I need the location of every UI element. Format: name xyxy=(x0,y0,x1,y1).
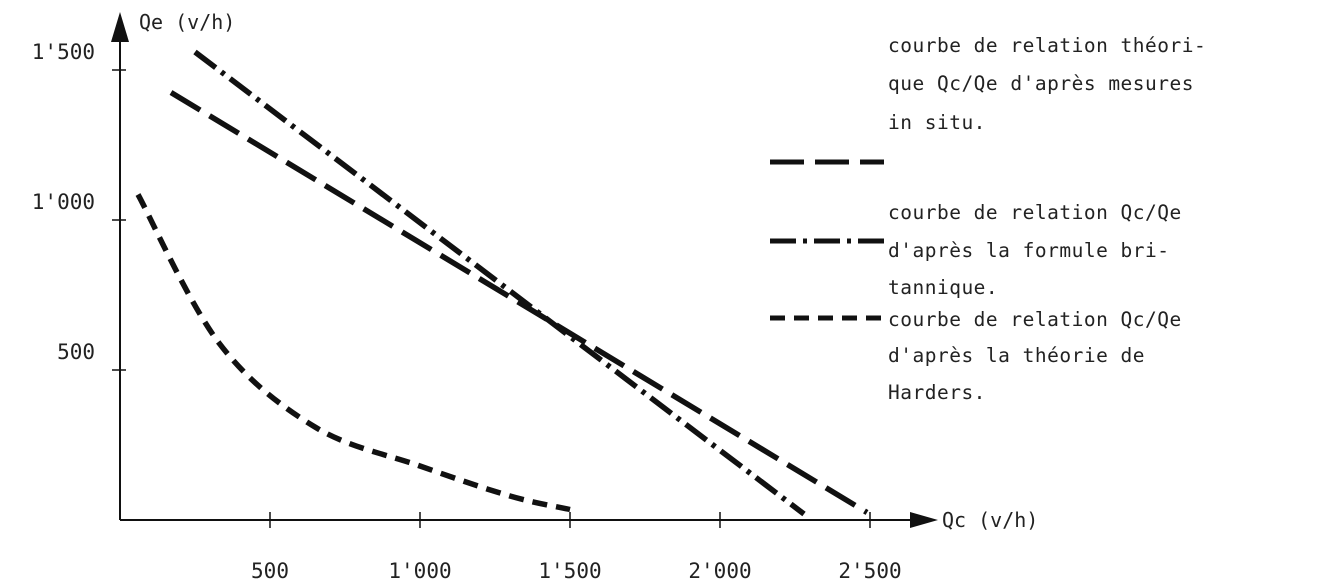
y-tick-label: 500 xyxy=(57,340,95,364)
legend-label: d'après la théorie de xyxy=(888,344,1145,367)
legend-label: courbe de relation Qc/Qe xyxy=(888,201,1182,224)
x-tick-label: 1'000 xyxy=(388,559,451,583)
x-axis-label: Qc (v/h) xyxy=(942,508,1038,532)
legend-label: d'après la formule bri- xyxy=(888,239,1170,262)
y-axis-label: Qe (v/h) xyxy=(139,10,235,34)
x-tick-label: 1'500 xyxy=(538,559,601,583)
x-tick-label: 2'000 xyxy=(688,559,751,583)
series-line-long-dash xyxy=(169,90,869,515)
legend-label: tannique. xyxy=(888,276,998,299)
y-axis-arrow-icon xyxy=(111,12,129,42)
legend-label: courbe de relation Qc/Qe xyxy=(888,308,1182,331)
series-line-dash-dot xyxy=(193,49,806,517)
series-line-short-dash xyxy=(135,193,571,513)
x-tick-label: 2'500 xyxy=(838,559,901,583)
legend-label: in situ. xyxy=(888,111,986,134)
x-axis-arrow-icon xyxy=(910,512,938,528)
axes: Qc (v/h) Qe (v/h) 500 1'000 1'500 2'000 2'500 5… xyxy=(32,10,1039,583)
legend-label: que Qc/Qe d'après mesures xyxy=(888,72,1194,95)
x-tick-label: 500 xyxy=(251,559,289,583)
y-tick-label: 1'500 xyxy=(32,40,95,64)
legend-label: courbe de relation théori- xyxy=(888,34,1206,57)
legend: courbe de relation théori-que Qc/Qe d'ap… xyxy=(770,34,1206,404)
y-tick-label: 1'000 xyxy=(32,190,95,214)
legend-label: Harders. xyxy=(888,381,986,404)
series-layer xyxy=(135,49,869,517)
